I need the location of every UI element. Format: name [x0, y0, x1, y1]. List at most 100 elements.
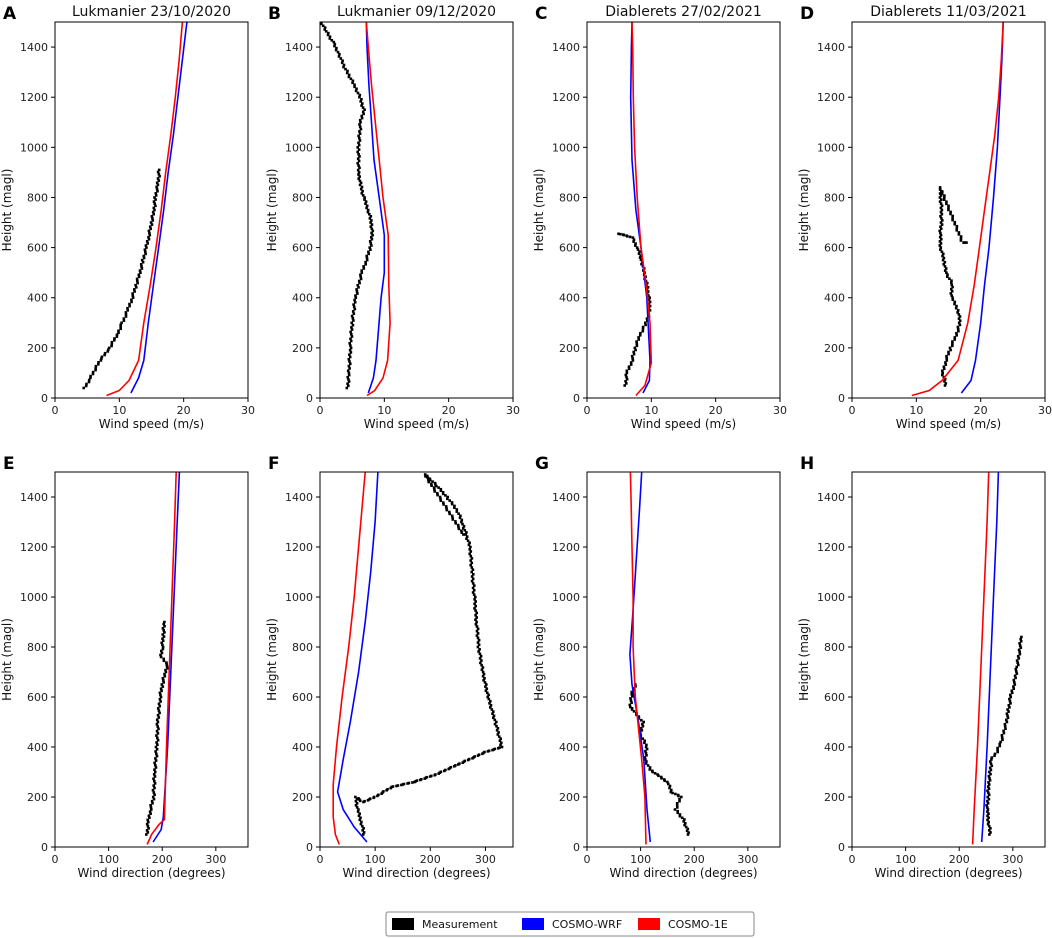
measurement-point: [645, 760, 648, 763]
measurement-point: [938, 188, 942, 191]
measurement-point: [457, 527, 461, 531]
measurement-point: [1009, 693, 1012, 697]
measurement-point: [987, 787, 991, 790]
measurement-point: [94, 364, 98, 368]
measurement-point: [945, 354, 948, 358]
measurement-point: [356, 157, 360, 160]
measurement-point: [938, 196, 942, 199]
measurement-point: [344, 67, 347, 71]
measurement-point: [164, 668, 167, 672]
y-tick-label: 1200: [20, 541, 48, 554]
measurement-point: [119, 323, 122, 327]
measurement-point: [150, 215, 154, 218]
measurement-point: [487, 693, 490, 697]
measurement-point: [942, 263, 945, 266]
measurement-point: [953, 336, 957, 339]
x-axis-label: Wind direction (degrees): [77, 866, 225, 880]
measurement-point: [150, 799, 154, 803]
measurement-point: [448, 512, 451, 516]
y-tick-label: 1400: [552, 491, 580, 504]
measurement-point: [150, 223, 154, 226]
measurement-point: [469, 559, 472, 562]
measurement-point: [640, 718, 643, 722]
measurement-point: [160, 649, 163, 653]
measurement-point: [355, 288, 358, 291]
measurement-point: [465, 535, 469, 538]
panel-c: 0 10 20 30 0 200 400 600 800 1000 1200 1400 Wind spe…: [532, 4, 787, 431]
measurement-point: [943, 380, 946, 383]
measurement-point: [355, 290, 359, 293]
measurement-point: [428, 478, 432, 482]
measurement-point: [110, 344, 113, 348]
measurement-point: [444, 768, 447, 772]
measurement-point: [477, 643, 481, 646]
measurement-point: [638, 334, 642, 337]
y-tick-label: 400: [824, 292, 845, 305]
measurement-point: [987, 812, 990, 815]
measurement-point: [630, 354, 634, 358]
measurement-point: [482, 679, 485, 682]
measurement-point: [147, 235, 150, 239]
measurement-point: [363, 198, 366, 201]
measurement-point: [470, 570, 473, 574]
y-axis-label: Height (magl): [265, 169, 279, 252]
measurement-point: [959, 237, 963, 240]
measurement-point: [957, 313, 961, 316]
measurement-point: [161, 685, 165, 688]
measurement-point: [157, 727, 160, 731]
measurement-point: [91, 370, 95, 374]
measurement-point: [623, 384, 626, 387]
measurement-point: [987, 797, 991, 801]
measurement-point: [357, 164, 360, 167]
panel-g: 0 100 200 300 0 200 400 600 800 1000 1200 1400 Wind …: [532, 454, 781, 880]
series-cosmo-1e: [365, 22, 391, 397]
measurement-point: [938, 244, 942, 247]
measurement-point: [347, 384, 350, 388]
measurement-point: [484, 685, 487, 688]
measurement-point: [361, 824, 364, 828]
measurement-point: [469, 550, 473, 553]
measurement-point: [632, 710, 636, 713]
measurement-point: [478, 657, 482, 660]
axes-frame: [54, 21, 249, 399]
measurement-point: [330, 39, 334, 42]
measurement-point: [441, 491, 445, 494]
axes-frame: [851, 21, 1046, 399]
measurement-point: [479, 654, 483, 658]
measurement-point: [988, 829, 991, 832]
measurement-point: [945, 271, 948, 274]
y-tick-label: 800: [292, 641, 313, 654]
x-tick-label: 100: [630, 853, 651, 866]
measurement-point: [473, 755, 476, 758]
measurement-point: [359, 121, 362, 124]
measurement-point: [633, 346, 637, 350]
measurement-point: [1010, 691, 1014, 695]
measurement-point: [647, 302, 651, 306]
measurement-point: [474, 595, 477, 599]
measurement-point: [341, 59, 344, 62]
measurement-point: [451, 518, 455, 521]
measurement-point: [151, 788, 155, 792]
series-cosmo-wrf: [365, 22, 386, 394]
measurement-point: [159, 687, 163, 690]
x-tick-label: 30: [773, 404, 787, 417]
measurement-point: [161, 645, 165, 649]
panel-e: 0 100 200 300 0 200 400 600 800 1000 1200 1400 Wind …: [0, 454, 249, 880]
plot-area: [617, 22, 653, 397]
measurement-point: [629, 361, 633, 364]
measurement-point: [431, 480, 434, 483]
measurement-point: [145, 246, 148, 249]
measurement-point: [117, 329, 120, 333]
measurement-point: [156, 707, 160, 710]
measurement-point: [682, 820, 685, 823]
y-tick-label: 800: [559, 641, 580, 654]
measurement-point: [676, 811, 679, 815]
y-tick-label: 200: [27, 342, 48, 355]
measurement-point: [462, 524, 466, 528]
measurement-point: [360, 116, 364, 120]
measurement-point: [360, 820, 363, 824]
y-tick-label: 1400: [817, 491, 845, 504]
measurement-point: [942, 367, 946, 371]
measurement-point: [647, 298, 651, 302]
measurement-point: [115, 333, 119, 336]
